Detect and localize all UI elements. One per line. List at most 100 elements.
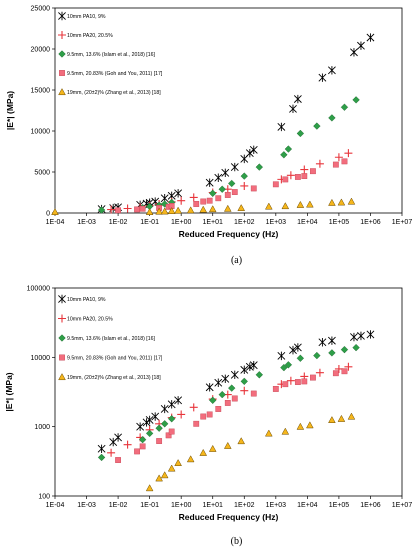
chart-a-x-tick-label: 1E+06 <box>360 219 381 226</box>
chart-a-series-plus <box>107 149 353 214</box>
chart-b-data-point <box>156 438 163 444</box>
chart-a-data-point <box>107 205 116 214</box>
chart-a-x-tick-label: 1E-03 <box>77 219 96 226</box>
chart-a-data-point <box>205 178 214 187</box>
chart-b-y-axis-title: |E*| (MPa) <box>4 372 14 411</box>
chart-a-data-point <box>294 174 301 180</box>
chart-b-legend-marker <box>59 354 65 361</box>
chart-b-data-point <box>209 396 217 404</box>
chart-b-data-point <box>97 444 106 453</box>
chart-b-data-point <box>123 440 132 449</box>
chart-a-data-point <box>199 205 208 213</box>
chart-b-x-tick-label: 1E+02 <box>234 502 255 509</box>
chart-b-data-point <box>341 368 348 375</box>
chart-b-data-point <box>282 381 289 388</box>
chart-b-x-tick-label: 1E-02 <box>109 502 128 509</box>
chart-a-data-point <box>155 207 163 215</box>
chart-b-data-point <box>160 471 169 479</box>
chart-a-data-point <box>272 181 279 188</box>
chart-b-x-tick-label: 1E+06 <box>360 502 381 509</box>
chart-b-data-point <box>237 437 246 445</box>
chart-b-data-point <box>139 443 146 450</box>
chart-b-data-point <box>168 415 176 423</box>
chart-b-data-point <box>286 376 295 385</box>
chart-b-data-point <box>97 453 106 462</box>
chart-a-data-point <box>277 122 286 132</box>
chart-a-x-tick-label: 1E+04 <box>297 219 318 226</box>
chart-b-data-point <box>344 362 353 371</box>
chart-b-y-tick-label: 100 <box>38 494 50 501</box>
chart-b-caption: (b) <box>231 536 243 547</box>
chart-a-legend-label: 10mm PA20, 20.5% <box>67 33 113 39</box>
chart-a-data-point <box>281 202 290 210</box>
chart-a-x-tick-label: 1E-02 <box>109 219 128 226</box>
chart-b-data-point <box>228 384 236 392</box>
chart-a-data-point <box>231 189 238 195</box>
chart-b-legend-label: 10mm PA10, 9% <box>67 297 106 303</box>
chart-b-data-point <box>240 377 248 386</box>
chart-b-data-point <box>231 395 238 402</box>
chart-a-data-point <box>209 189 217 198</box>
chart-b-svg: 1E-04 1E-03 1E-02 1E-01 1E+00 1E+01 1E+02 1E+03… <box>4 286 412 548</box>
chart-b-data-point <box>313 351 321 360</box>
chart-a-data-point <box>280 151 288 159</box>
chart-a-data-point <box>328 198 336 206</box>
chart-a-data-point <box>240 172 248 180</box>
chart-b-data-point <box>293 343 302 352</box>
chart-b-data-point <box>145 484 154 492</box>
chart-b-legend: 10mm PA10, 9% 10mm PA20, 20.5% 9.5mm, 13.6… <box>58 294 163 381</box>
chart-b-data-point <box>296 422 305 430</box>
chart-a-data-point <box>245 148 254 158</box>
chart-a-data-point <box>215 195 222 202</box>
chart-a-x-tick-label: 1E+01 <box>203 219 224 226</box>
chart-b-data-point <box>145 415 154 425</box>
chart-a-x-tick-label: 1E+03 <box>266 219 287 226</box>
chart-b-x-tick-label: 1E-03 <box>77 502 96 509</box>
chart-a-panel: 1E-04 1E-03 1E-02 1E-01 1E+00 1E+01 1E+02 1E+03… <box>5 6 412 267</box>
chart-a-data-point <box>264 202 273 210</box>
chart-a-data-point <box>315 159 324 168</box>
chart-b-data-point <box>114 433 123 442</box>
chart-b-data-point <box>186 455 195 463</box>
chart-a-data-point <box>186 206 195 214</box>
chart-a-data-point <box>134 206 140 213</box>
chart-b-legend-label: 10mm PA20, 20.5% <box>67 317 113 323</box>
chart-a-data-point <box>327 66 336 75</box>
chart-b-data-point <box>218 390 226 399</box>
chart-b-data-point <box>107 448 116 457</box>
chart-b-data-point <box>155 474 163 482</box>
chart-a-data-point <box>240 181 249 190</box>
chart-a-data-point <box>223 204 232 212</box>
chart-a-legend-marker <box>58 88 66 96</box>
chart-a-data-point <box>334 153 343 162</box>
chart-b-x-tick-label: 1E+05 <box>329 502 350 509</box>
chart-a-x-tick-label: 1E+02 <box>234 219 255 226</box>
chart-b-data-point <box>328 349 336 357</box>
chart-b-data-point <box>240 365 249 375</box>
chart-b-data-point <box>350 332 358 342</box>
chart-b-data-point <box>208 444 217 452</box>
chart-b-data-point <box>109 437 118 447</box>
chart-a-plot-area <box>54 7 403 214</box>
chart-b-data-point <box>337 414 346 422</box>
chart-a-legend-marker <box>58 11 66 21</box>
chart-b-data-point <box>340 345 349 354</box>
chart-b-series-triangle <box>145 412 356 492</box>
chart-b-data-point <box>145 429 154 438</box>
chart-b-legend-label: 19mm, (20±2)% (Zhang et al., 2013) [18] <box>67 375 161 381</box>
chart-b-legend-marker <box>58 314 66 323</box>
chart-a-data-point <box>350 48 358 57</box>
chart-b-data-point <box>174 396 183 405</box>
chart-b-data-point <box>352 343 360 352</box>
chart-b-data-point <box>366 330 375 339</box>
chart-a-data-point <box>167 207 176 214</box>
chart-b-data-point <box>318 338 327 347</box>
chart-a-data-point <box>293 94 302 104</box>
chart-b-data-point <box>206 411 213 418</box>
chart-b-data-point <box>138 435 147 444</box>
chart-b-data-point <box>214 378 223 387</box>
chart-b-plot-area <box>54 287 403 497</box>
chart-b-data-point <box>294 379 301 385</box>
chart-b-data-point <box>215 406 222 412</box>
chart-a-data-point <box>310 168 316 175</box>
